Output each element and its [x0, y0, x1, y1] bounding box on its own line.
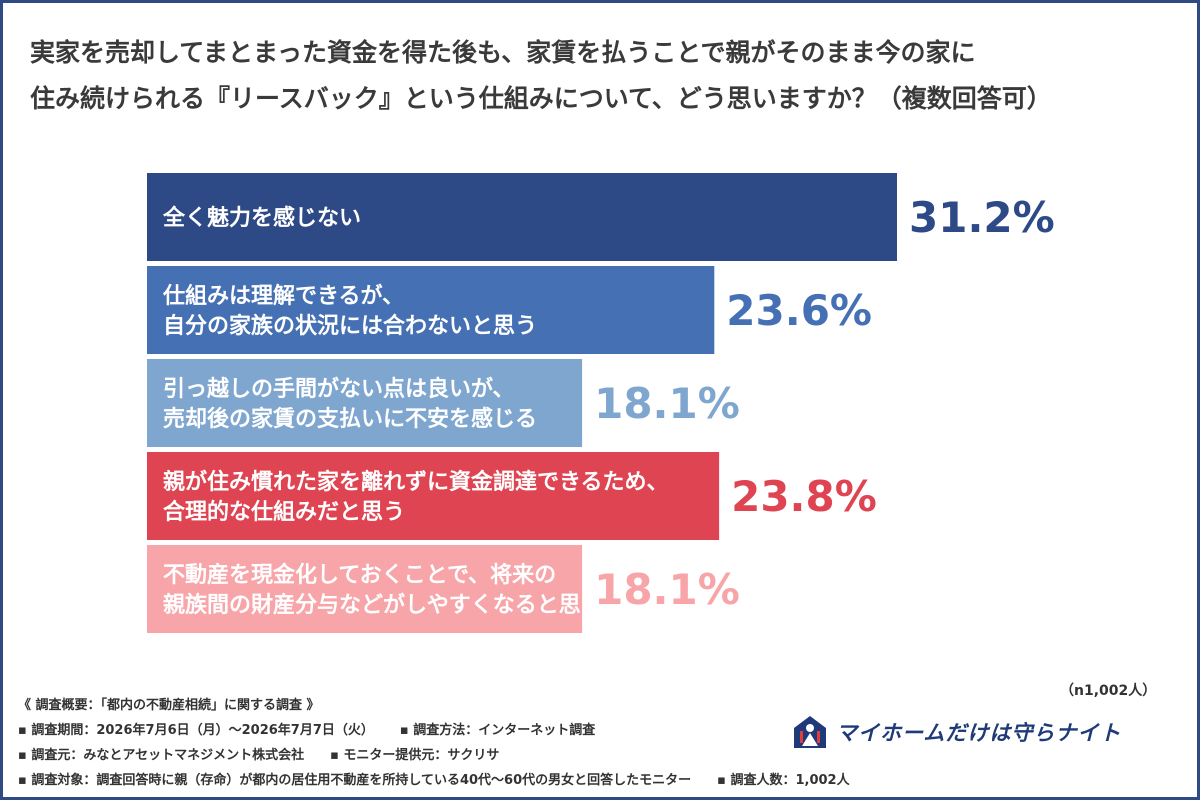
bar-4-label-line-1: 親が住み慣れた家を離れずに資金調達できるため、	[163, 469, 669, 495]
bar-5-value-label: 18.1%	[594, 565, 740, 614]
bar-5-label-line-1: 不動産を現金化しておくことで、将来の	[163, 562, 556, 588]
bar-1	[147, 173, 897, 261]
footer-survey-title: 《 調査概要：「都内の不動産相続」に関する調査 》	[18, 698, 320, 713]
survey-footer: 《 調査概要：「都内の不動産相続」に関する調査 》 ▪ 調査期間：2026年7月…	[18, 693, 850, 793]
bar-4	[147, 452, 720, 540]
bar-2	[147, 266, 715, 354]
knight-house-icon	[794, 716, 826, 748]
bar-2-value-label: 23.6%	[726, 286, 872, 335]
sample-size-note: （n1,002人）	[1060, 683, 1157, 699]
bar-3-value-label: 18.1%	[594, 379, 740, 428]
bar-4-value-label: 23.8%	[731, 472, 877, 521]
footer-row-source: ▪ 調査元：みなとアセットマネジメント株式会社 ▪ モニター提供元：サクリサ	[18, 743, 818, 768]
footer-monitor-provider: ▪ モニター提供元：サクリサ	[330, 748, 500, 763]
bar-2-label-line-1: 仕組みは理解できるが、	[162, 283, 404, 309]
title-line-2: 住み続けられる『リースバック』という仕組みについて、どう思いますか？（複数回答可…	[30, 84, 1052, 113]
brand-logo: マイホームだけは守らナイト	[792, 712, 1162, 752]
bar-1-label-line-1: 全く魅力を感じない	[162, 205, 361, 231]
footer-survey-method: ▪ 調査方法：インターネット調査	[399, 723, 596, 738]
chart-title: 実家を売却してまとまった資金を得た後も、家賃を払うことで親がそのまま今の家に 住…	[30, 30, 1180, 122]
footer-survey-count: ▪ 調査人数：1,002人	[717, 773, 850, 788]
bar-1-value-label: 31.2%	[909, 193, 1055, 242]
footer-survey-source: ▪ 調査元：みなとアセットマネジメント株式会社	[18, 748, 305, 763]
footer-survey-period: ▪ 調査期間：2026年7月6日（月）〜2026年7月7日（火）	[18, 723, 374, 738]
footer-row-period: ▪ 調査期間：2026年7月6日（月）〜2026年7月7日（火） ▪ 調査方法：イ…	[18, 718, 818, 743]
title-line-1: 実家を売却してまとまった資金を得た後も、家賃を払うことで親がそのまま今の家に	[30, 38, 976, 67]
bar-5-label-line-2: 親族間の財産分与などがしやすくなると思う	[163, 592, 603, 618]
bar-3	[147, 359, 583, 447]
footer-row-target: ▪ 調査対象：調査回答時に親（存命）が都内の居住用不動産を所持している40代〜6…	[18, 768, 850, 793]
footer-survey-target: ▪ 調査対象：調査回答時に親（存命）が都内の居住用不動産を所持している40代〜6…	[18, 773, 692, 788]
bar-5	[147, 545, 583, 633]
bar-3-label-line-1: 引っ越しの手間がない点は良いが、	[163, 376, 515, 402]
bar-4-label-line-2: 合理的な仕組みだと思う	[163, 499, 405, 525]
brand-logo-text: マイホームだけは守らナイト	[836, 721, 1122, 745]
bar-2-label-line-2: 自分の家族の状況には合わないと思う	[163, 313, 537, 339]
bar-3-label-line-2: 売却後の家賃の支払いに不安を感じる	[163, 406, 537, 432]
